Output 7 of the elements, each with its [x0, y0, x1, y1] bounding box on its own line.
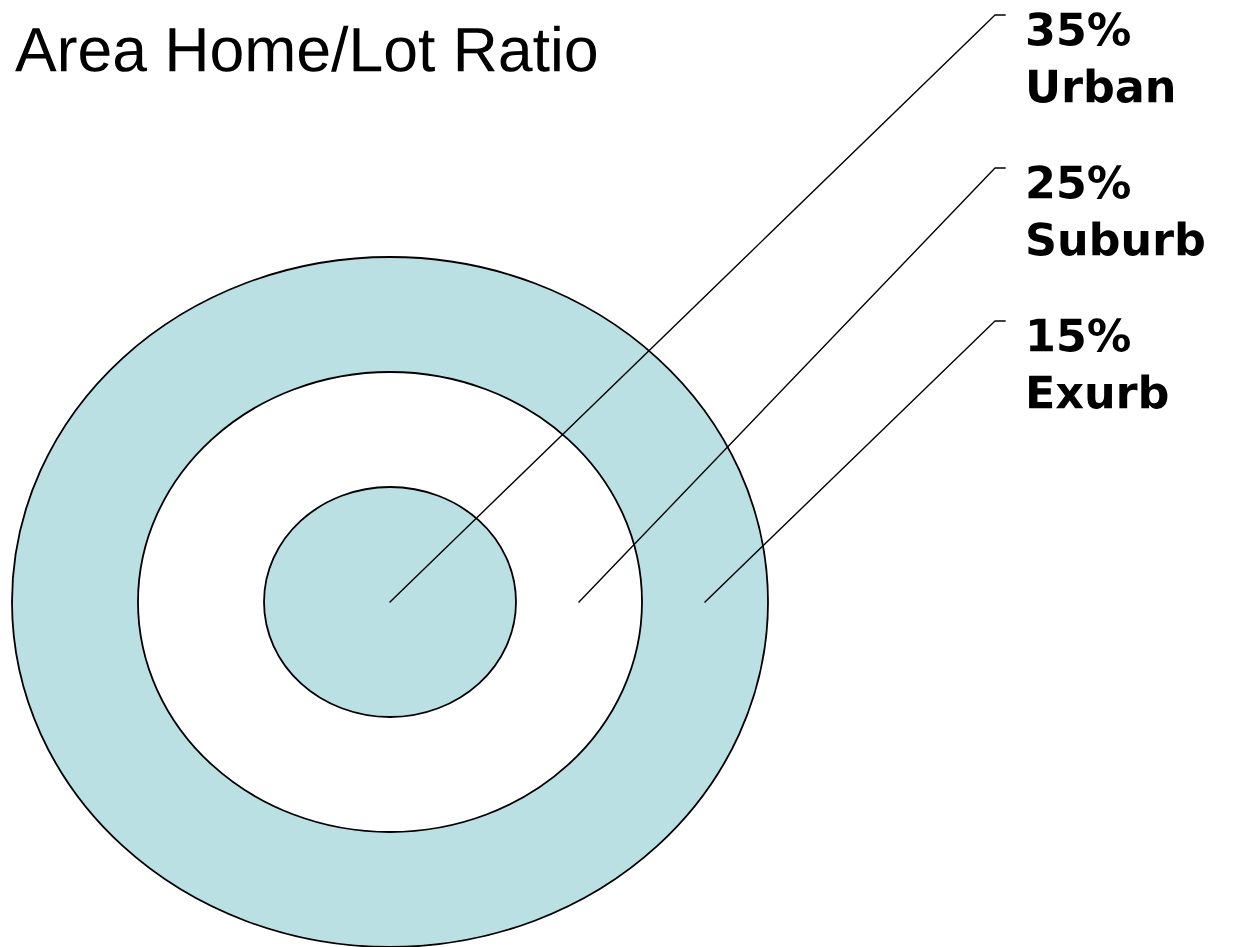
text: Area Home/Lot Ratio: [15, 25, 596, 72]
data-label: 25%: [1028, 165, 1130, 199]
data-label: 35%: [1027, 12, 1130, 46]
category-label: Urban: [1029, 68, 1173, 103]
category-label: Suburb: [1028, 221, 1204, 256]
data-label: 15%: [1030, 318, 1130, 352]
category-label: Exurb: [1029, 374, 1168, 409]
